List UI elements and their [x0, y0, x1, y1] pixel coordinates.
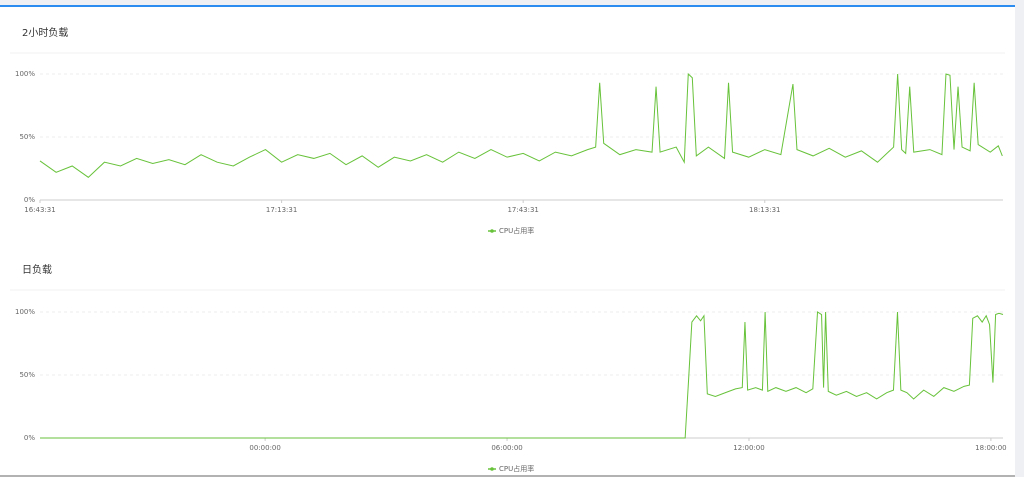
y-tick-label: 100% — [15, 308, 35, 316]
cpu-line — [40, 311, 1004, 439]
legend-label: CPU占用率 — [499, 464, 534, 473]
x-tick-label: 16:43:31 — [24, 206, 55, 214]
y-tick-label: 50% — [19, 133, 35, 141]
x-tick-label: 17:43:31 — [507, 206, 538, 214]
x-tick-label: 06:00:00 — [491, 444, 522, 452]
x-tick-label: 17:13:31 — [266, 206, 297, 214]
legend-label: CPU占用率 — [499, 226, 534, 235]
chart-title: 日负载 — [22, 263, 52, 276]
x-tick-label: 18:13:31 — [749, 206, 780, 214]
y-tick-label: 50% — [19, 371, 35, 379]
x-tick-label: 12:00:00 — [733, 444, 764, 452]
y-tick-label: 100% — [15, 70, 35, 78]
card — [0, 5, 1015, 477]
legend-swatch-dot — [490, 229, 494, 233]
y-tick-label: 0% — [24, 196, 35, 204]
card-top-border — [0, 5, 1015, 7]
y-tick-label: 0% — [24, 434, 35, 442]
x-tick-label: 18:00:00 — [975, 444, 1006, 452]
cpu-line — [39, 72, 1003, 178]
chart-title: 2小时负载 — [22, 26, 68, 39]
legend-swatch-dot — [490, 467, 494, 471]
x-tick-label: 00:00:00 — [249, 444, 280, 452]
